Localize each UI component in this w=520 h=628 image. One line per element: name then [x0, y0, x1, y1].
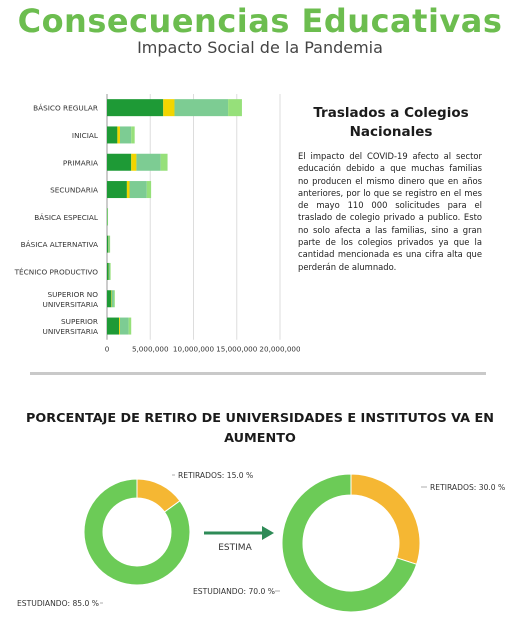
- bar-segment: [111, 290, 114, 308]
- bar-segment: [119, 126, 132, 144]
- section-title: PORCENTAJE DE RETIRO DE UNIVERSIDADES E …: [26, 411, 494, 446]
- bar-segment: [109, 235, 111, 253]
- donut-slice: [281, 473, 418, 613]
- y-category-label: BÁSICA ALTERNATIVA: [21, 240, 98, 249]
- y-category-label: UNIVERSITARIA: [42, 327, 98, 336]
- bar-segment: [107, 126, 118, 144]
- y-category-label: INICIAL: [72, 131, 99, 140]
- bar-segment: [119, 317, 129, 335]
- bar-segment: [110, 262, 111, 280]
- x-tick-label: 10,000,000: [173, 345, 215, 354]
- bar-segment: [128, 317, 132, 335]
- bar-segment: [107, 290, 112, 308]
- bar-segment: [228, 99, 242, 117]
- y-category-label: SUPERIOR NO: [47, 290, 98, 299]
- y-category-label: TÉCNICO PRODUCTIVO: [14, 267, 99, 276]
- bar-segment: [111, 290, 112, 308]
- x-tick-label: 5,000,000: [132, 345, 169, 354]
- bar-segment: [107, 208, 109, 226]
- bar-segment: [126, 181, 130, 199]
- donut-slice: [350, 473, 421, 565]
- x-tick-label: 15,000,000: [216, 345, 258, 354]
- page-title: Consecuencias Educativas: [17, 2, 503, 40]
- side-panel-title: Traslados a Colegios Nacionales: [313, 105, 469, 140]
- page-subtitle: Impacto Social de la Pandemia: [137, 38, 383, 57]
- bar-segment: [107, 99, 164, 117]
- bar-segment: [107, 181, 127, 199]
- y-category-label: PRIMARIA: [63, 158, 98, 167]
- y-category-label: SECUNDARIA: [50, 186, 98, 195]
- slice-label: ESTUDIANDO: 85.0 %: [17, 599, 99, 608]
- bar-segment: [131, 153, 137, 171]
- donut-charts: ESTIMA RETIRADOS: 15.0 % ESTUDIANDO: 85.0…: [17, 471, 505, 613]
- bar-segment: [107, 153, 132, 171]
- slice-label: ESTUDIANDO: 70.0 %: [193, 587, 275, 596]
- section-divider: [30, 372, 486, 375]
- slice-label: RETIRADOS: 15.0 %: [178, 471, 253, 480]
- estima-arrow: [204, 526, 274, 540]
- y-category-label: SUPERIOR: [61, 317, 98, 326]
- donut-slice: [83, 478, 191, 586]
- side-panel-body: El impacto del COVID-19 afecto al sector…: [298, 151, 482, 272]
- bar-segment: [174, 99, 229, 117]
- bar-segment: [163, 99, 175, 117]
- y-category-label: BÁSICO REGULAR: [33, 104, 98, 113]
- bar-segment: [119, 317, 120, 335]
- bar-segment: [146, 181, 152, 199]
- arrow-label: ESTIMA: [218, 543, 252, 553]
- bar-segment: [136, 153, 161, 171]
- bar-segment: [160, 153, 168, 171]
- x-tick-label: 0: [105, 345, 110, 354]
- x-tick-label: 20,000,000: [259, 345, 300, 354]
- bar-segment: [131, 126, 135, 144]
- bar-segment: [107, 235, 109, 253]
- bar-segment: [113, 290, 115, 308]
- bar-segment: [108, 235, 110, 253]
- bar-segment: [117, 126, 120, 144]
- bar-segment: [107, 317, 120, 335]
- y-category-label: UNIVERSITARIA: [42, 300, 98, 309]
- bar-segment: [107, 262, 109, 280]
- stacked-bar-chart: 0 5,000,000 10,000,000 15,000,000 20,000,000…: [14, 94, 300, 354]
- y-category-label: BÁSICA ESPECIAL: [34, 213, 99, 222]
- bar-segment: [129, 181, 147, 199]
- slice-label: RETIRADOS: 30.0 %: [430, 483, 505, 492]
- bar-segment: [108, 262, 111, 280]
